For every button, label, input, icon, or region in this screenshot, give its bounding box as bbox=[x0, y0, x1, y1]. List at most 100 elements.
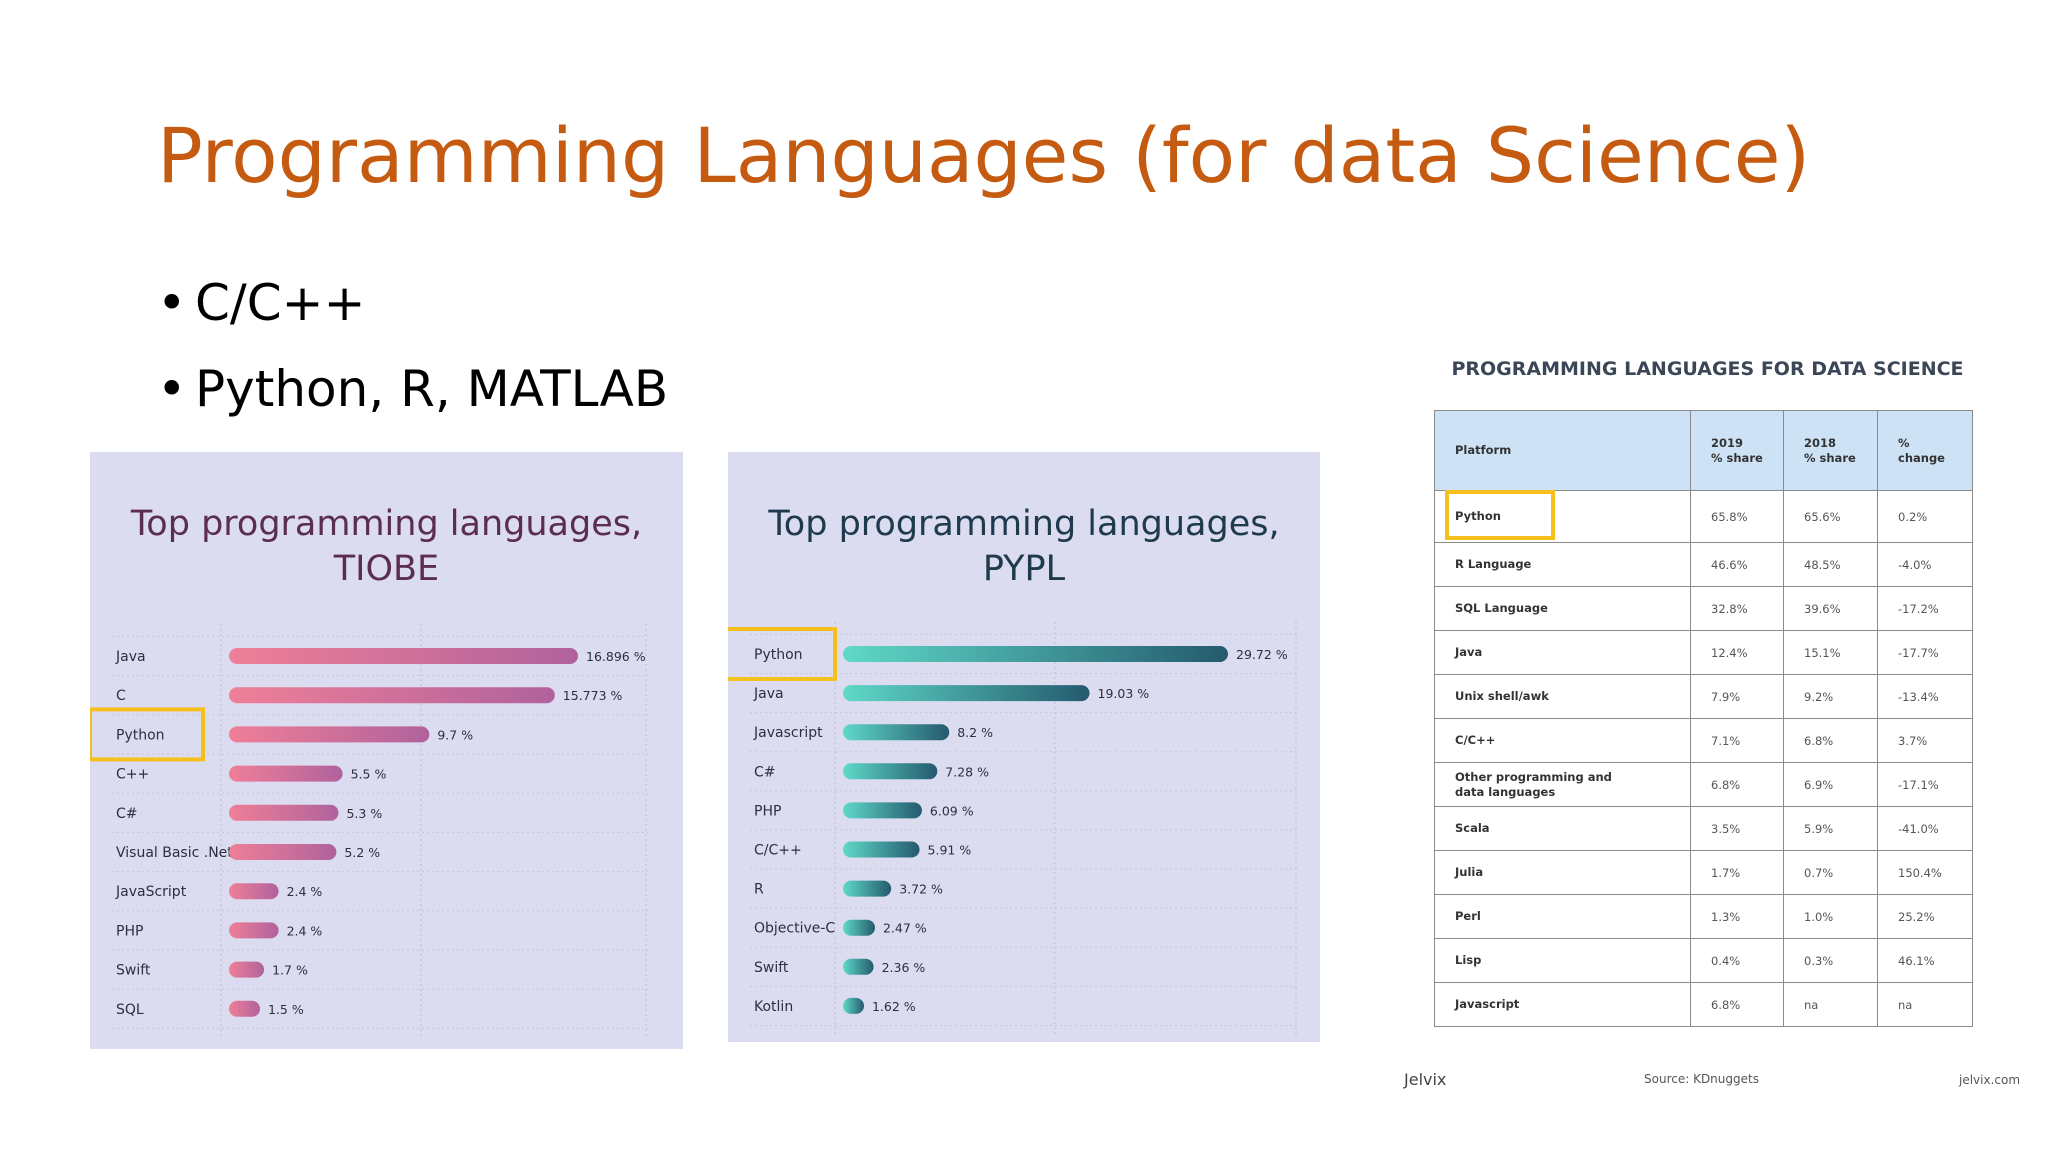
table-row: Perl 1.3% 1.0% 25.2% bbox=[1434, 894, 1973, 939]
tiobe-bar bbox=[229, 883, 279, 900]
pypl-bar bbox=[843, 685, 1090, 702]
platform-line: data languages bbox=[1455, 784, 1556, 799]
bullet-icon: • bbox=[157, 274, 187, 332]
tiobe-category-label: Python bbox=[116, 727, 165, 743]
pypl-bar-chart: Python 29.72 % Java 19.03 % Javascript 8.2 % C… bbox=[728, 622, 1300, 1036]
tiobe-bar bbox=[229, 804, 339, 821]
table-header-cell: 2019% share bbox=[1690, 410, 1784, 491]
tiobe-chart-title: Top programming languages, TIOBE bbox=[90, 502, 683, 592]
value-cell: na bbox=[1783, 982, 1878, 1027]
pypl-value-label: 7.28 % bbox=[945, 764, 989, 779]
platform-cell: Javascript bbox=[1434, 982, 1691, 1027]
value-cell: 46.6% bbox=[1690, 542, 1784, 587]
pypl-value-label: 19.03 % bbox=[1098, 686, 1150, 701]
pypl-chart-title: Top programming languages, PYPL bbox=[728, 502, 1320, 592]
value-cell: 0.7% bbox=[1783, 850, 1878, 895]
table-row: Julia 1.7% 0.7% 150.4% bbox=[1434, 850, 1973, 895]
tiobe-bar bbox=[229, 726, 430, 743]
pypl-value-label: 2.36 % bbox=[882, 960, 926, 975]
platform-cell: Julia bbox=[1434, 850, 1691, 895]
tiobe-value-label: 2.4 % bbox=[287, 884, 323, 899]
value-cell: 0.3% bbox=[1783, 938, 1878, 983]
value-cell: -17.7% bbox=[1877, 630, 1973, 675]
platform-line: Unix shell/awk bbox=[1455, 689, 1549, 703]
tiobe-bar bbox=[229, 1000, 260, 1017]
tiobe-category-label: SQL bbox=[116, 1002, 144, 1018]
value-cell: 3.5% bbox=[1690, 806, 1784, 851]
bullet-list: • C/C++ • Python, R, MATLAB bbox=[157, 278, 668, 450]
table-row: Other programming and data languages 6.8% 6… bbox=[1434, 762, 1973, 807]
value-cell: 46.1% bbox=[1877, 938, 1973, 983]
footer-brand: Jelvix bbox=[1404, 1070, 1447, 1089]
pypl-category-label: PHP bbox=[754, 803, 781, 819]
table-row: Lisp 0.4% 0.3% 46.1% bbox=[1434, 938, 1973, 983]
tiobe-value-label: 16.896 % bbox=[586, 649, 646, 664]
pypl-value-label: 6.09 % bbox=[930, 803, 974, 818]
value-cell: 9.2% bbox=[1783, 674, 1878, 719]
tiobe-bar bbox=[229, 844, 337, 860]
tiobe-value-label: 5.3 % bbox=[346, 806, 382, 821]
ds-language-table: Platform 2019% share 2018% share% change Py… bbox=[1434, 410, 1973, 1027]
table-row: Java 12.4% 15.1% -17.7% bbox=[1434, 630, 1973, 675]
tiobe-category-label: C bbox=[116, 688, 126, 704]
pypl-category-label: R bbox=[754, 882, 764, 898]
pypl-bar bbox=[843, 997, 864, 1014]
tiobe-category-label: C++ bbox=[116, 767, 149, 783]
bullet-text: Python, R, MATLAB bbox=[195, 360, 669, 418]
value-cell: 150.4% bbox=[1877, 850, 1973, 895]
value-cell: 1.3% bbox=[1690, 894, 1784, 939]
platform-line: R Language bbox=[1455, 557, 1532, 571]
pypl-chart-panel: Top programming languages, PYPL Python 29.… bbox=[728, 452, 1320, 1042]
tiobe-bar bbox=[229, 922, 279, 939]
bullet-item: • C/C++ bbox=[157, 278, 668, 364]
tiobe-category-label: C# bbox=[116, 806, 138, 822]
pypl-title-line: PYPL bbox=[982, 549, 1066, 589]
table-row: Unix shell/awk 7.9% 9.2% -13.4% bbox=[1434, 674, 1973, 719]
bullet-text: C/C++ bbox=[195, 274, 366, 332]
value-cell: 1.0% bbox=[1783, 894, 1878, 939]
platform-cell: C/C++ bbox=[1434, 718, 1691, 763]
platform-cell: R Language bbox=[1434, 542, 1691, 587]
tiobe-title-line: Top programming languages, bbox=[130, 504, 643, 544]
pypl-bar bbox=[843, 763, 938, 780]
tiobe-value-label: 9.7 % bbox=[437, 727, 473, 742]
tiobe-bar bbox=[229, 961, 265, 978]
platform-line: Javascript bbox=[1455, 997, 1520, 1011]
value-cell: -41.0% bbox=[1877, 806, 1973, 851]
tiobe-category-label: PHP bbox=[116, 923, 143, 939]
pypl-bar bbox=[843, 802, 922, 819]
tiobe-value-label: 2.4 % bbox=[287, 923, 323, 938]
platform-cell: Lisp bbox=[1434, 938, 1691, 983]
bullet-icon: • bbox=[157, 360, 187, 418]
pypl-category-label: C/C++ bbox=[754, 843, 802, 859]
value-cell: -17.1% bbox=[1877, 762, 1973, 807]
value-cell: -4.0% bbox=[1877, 542, 1973, 587]
value-cell: 39.6% bbox=[1783, 586, 1878, 631]
value-cell: 6.8% bbox=[1690, 982, 1784, 1027]
value-cell: 7.1% bbox=[1690, 718, 1784, 763]
platform-cell: Perl bbox=[1434, 894, 1691, 939]
header-line: % share bbox=[1711, 450, 1763, 465]
tiobe-value-label: 5.5 % bbox=[351, 767, 387, 782]
platform-line: Perl bbox=[1455, 909, 1481, 923]
pypl-bar bbox=[843, 646, 1228, 662]
value-cell: 12.4% bbox=[1690, 630, 1784, 675]
pypl-highlight-box bbox=[728, 627, 837, 681]
table-body: Python 65.8% 65.6% 0.2% R Language 46.6% 48.5%… bbox=[1434, 490, 1973, 1027]
ds-table-panel: PROGRAMMING LANGUAGES FOR DATA SCIENCE P… bbox=[1404, 340, 2028, 1100]
pypl-value-label: 29.72 % bbox=[1236, 647, 1288, 662]
value-cell: 5.9% bbox=[1783, 806, 1878, 851]
slide-title: Programming Languages (for data Science) bbox=[157, 111, 1811, 200]
header-line: 2018 bbox=[1804, 435, 1837, 450]
tiobe-bar-chart: Java 16.896 % C 15.773 % Python 9.7 % C++ 5.5 %… bbox=[90, 624, 650, 1039]
pypl-value-label: 8.2 % bbox=[957, 725, 993, 740]
value-cell: 0.2% bbox=[1877, 490, 1973, 543]
value-cell: 0.4% bbox=[1690, 938, 1784, 983]
header-line: % share bbox=[1804, 450, 1856, 465]
pypl-bar bbox=[843, 724, 950, 741]
pypl-category-label: Swift bbox=[754, 960, 789, 976]
python-highlight-box bbox=[1445, 490, 1555, 540]
pypl-title-line: Top programming languages, bbox=[768, 504, 1280, 544]
tiobe-highlight-box bbox=[90, 707, 205, 762]
